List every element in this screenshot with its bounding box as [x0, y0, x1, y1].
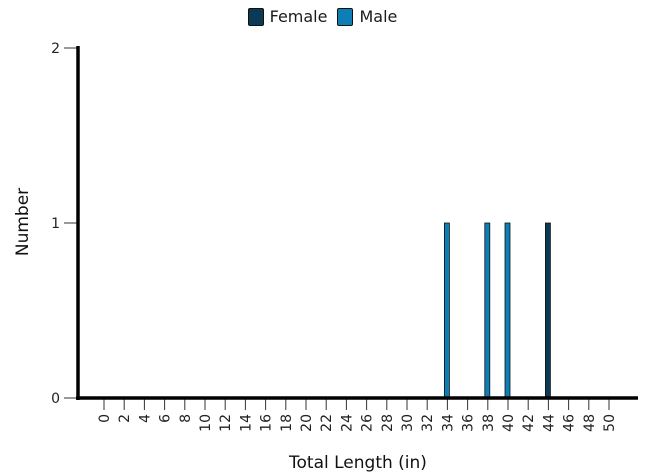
- x-tick-label-2: 4: [137, 414, 153, 423]
- x-tick-label-6: 12: [218, 414, 234, 432]
- x-tick-label-5: 10: [198, 414, 214, 432]
- x-tick-label-9: 18: [279, 414, 295, 432]
- x-tick-label-8: 16: [259, 414, 275, 432]
- x-tick-label-3: 6: [158, 414, 174, 423]
- x-tick-label-10: 20: [299, 414, 315, 432]
- y-tick-label-1: 1: [51, 216, 60, 232]
- x-tick-label-1: 2: [117, 414, 133, 423]
- x-tick-label-23: 46: [562, 414, 578, 432]
- x-tick-label-15: 30: [400, 414, 416, 432]
- x-tick-label-20: 40: [501, 414, 517, 432]
- x-tick-label-0: 0: [97, 414, 113, 423]
- x-tick-label-14: 28: [380, 414, 396, 432]
- x-tick-label-7: 14: [238, 414, 254, 432]
- x-tick-label-21: 42: [521, 414, 537, 432]
- bar-male-2: [504, 222, 511, 399]
- bar-female-0: [545, 222, 551, 399]
- y-tick-label-2: 2: [51, 41, 60, 57]
- x-tick-label-24: 48: [582, 414, 598, 432]
- legend-swatch-male: [337, 7, 354, 26]
- x-tick-label-13: 26: [360, 414, 376, 432]
- legend-label-female: Female: [269, 7, 328, 26]
- x-tick-label-19: 38: [481, 414, 497, 432]
- legend-item-female[interactable]: Female: [247, 7, 328, 26]
- x-tick-label-16: 32: [420, 414, 436, 432]
- x-tick-label-11: 22: [319, 414, 335, 432]
- x-tick-label-4: 8: [178, 414, 194, 423]
- y-tick-label-0: 0: [51, 391, 60, 407]
- x-tick-label-17: 34: [440, 414, 456, 432]
- y-axis-title: Number: [13, 188, 33, 256]
- x-tick-label-18: 36: [461, 414, 477, 432]
- x-tick-label-22: 44: [541, 414, 557, 432]
- x-tick-label-25: 50: [602, 414, 618, 432]
- x-axis-title: Total Length (in): [288, 453, 427, 473]
- legend-item-male[interactable]: Male: [337, 7, 397, 26]
- x-tick-label-12: 24: [339, 414, 355, 432]
- bar-male-1: [484, 222, 491, 399]
- bar-male-0: [443, 222, 450, 399]
- legend-swatch-female: [247, 7, 264, 26]
- legend: Female Male: [0, 7, 645, 26]
- legend-label-male: Male: [359, 7, 398, 26]
